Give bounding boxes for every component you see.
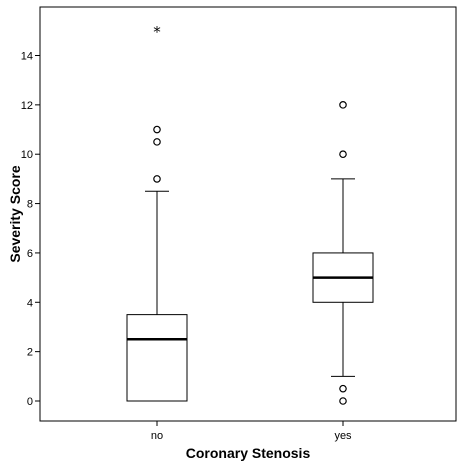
y-tick-label: 0 <box>27 396 33 408</box>
outlier-point <box>339 150 347 159</box>
outlier-point <box>153 125 161 134</box>
box-group-yes <box>312 101 374 405</box>
x-axis: no yes <box>151 421 352 442</box>
extreme-point: * <box>153 23 161 41</box>
outlier-point <box>339 397 347 405</box>
boxes: * <box>126 23 374 405</box>
y-tick-label: 8 <box>27 199 33 211</box>
outlier-point <box>153 138 161 146</box>
y-axis: 0 2 4 6 8 10 12 14 <box>21 51 40 408</box>
x-tick-label: yes <box>334 430 352 442</box>
x-tick-label: no <box>151 430 163 442</box>
y-tick-label: 4 <box>27 297 33 309</box>
iqr-box <box>126 314 188 402</box>
y-axis-title: Severity Score <box>7 165 23 262</box>
y-tick-label: 10 <box>21 149 33 161</box>
y-tick-label: 12 <box>21 100 33 112</box>
plot-area-frame <box>39 6 457 422</box>
outlier-point <box>339 101 347 109</box>
outlier-point <box>339 384 347 393</box>
y-tick-label: 6 <box>27 248 33 260</box>
outlier-point <box>153 175 161 183</box>
y-tick-label: 14 <box>21 51 33 63</box>
x-axis-title: Coronary Stenosis <box>186 445 311 461</box>
y-tick-label: 2 <box>27 347 33 359</box>
box-group-no: * <box>126 23 188 402</box>
